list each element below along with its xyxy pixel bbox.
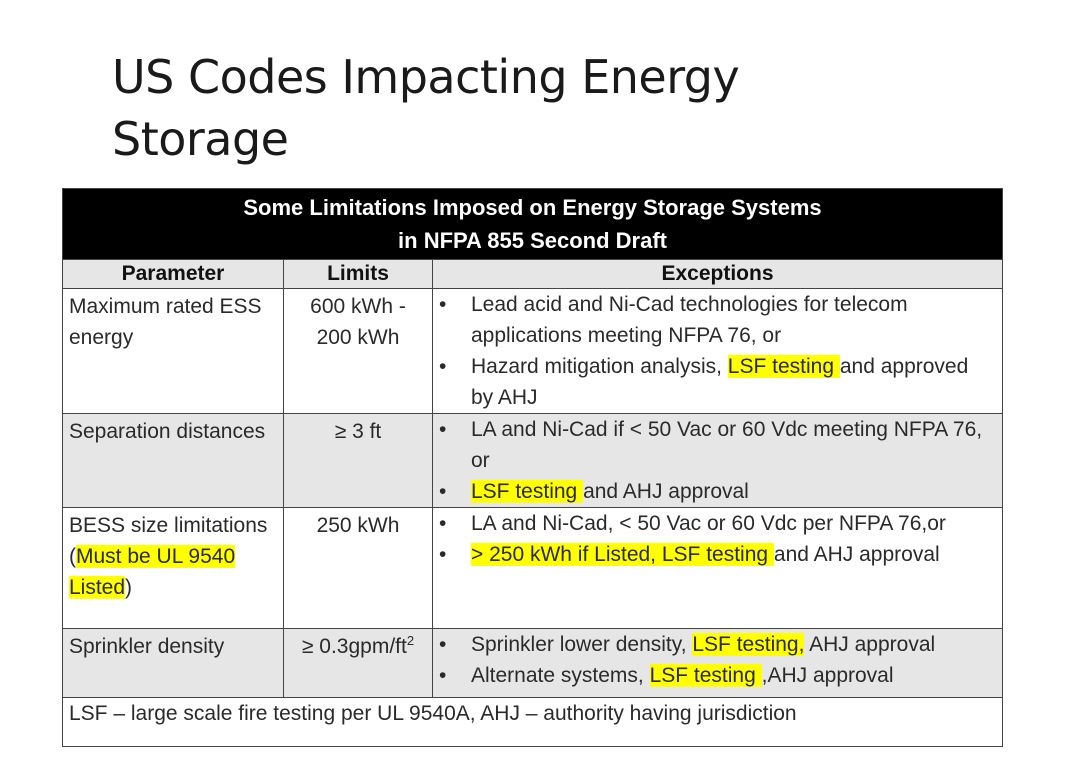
- limits-cell: ≥ 0.3gpm/ft2: [283, 628, 433, 698]
- bullet-icon: •: [439, 664, 447, 687]
- exception-text: AHJ approval: [804, 633, 936, 656]
- limits-cell: ≥ 3 ft: [283, 413, 433, 508]
- table-footnote-row: LSF – large scale fire testing per UL 95…: [61, 697, 1004, 747]
- table-caption: Some Limitations Imposed on Energy Stora…: [61, 188, 1004, 260]
- highlighted-text: LSF testing: [471, 480, 584, 503]
- header-limits: Limits: [283, 259, 433, 289]
- exceptions-cell: • LA and Ni-Cad if < 50 Vac or 60 Vdc mee…: [431, 413, 1004, 508]
- exception-text: Hazard mitigation analysis,: [471, 355, 728, 378]
- parameter-text: BESS size limitations (: [69, 514, 268, 568]
- exception-text: and approved by AHJ: [471, 355, 969, 409]
- table-caption-line-1: Some Limitations Imposed on Energy Stora…: [243, 195, 822, 220]
- bullet-icon: •: [439, 418, 447, 441]
- exceptions-cell: • Sprinkler lower density, LSF testing, A…: [431, 628, 1004, 698]
- bullet-icon: •: [439, 633, 447, 656]
- exception-text: Sprinkler lower density,: [471, 633, 693, 656]
- slide-title-line-1: US Codes Impacting Energy: [112, 50, 740, 104]
- exception-item: • Alternate systems, LSF testing ,AHJ app…: [433, 660, 1002, 691]
- bullet-icon: •: [439, 512, 447, 535]
- exception-item: • Hazard mitigation analysis, LSF testing…: [433, 351, 1002, 413]
- exception-text: Alternate systems,: [471, 664, 650, 687]
- parameter-cell: Maximum rated ESS energy: [62, 288, 284, 414]
- slide-title-line-2: Storage: [112, 112, 289, 166]
- exception-item: • Lead acid and Ni-Cad technologies for …: [433, 289, 1002, 351]
- exception-item: • LA and Ni-Cad if < 50 Vac or 60 Vdc mee…: [433, 414, 1002, 476]
- highlighted-text: LSF testing: [727, 355, 840, 378]
- limits-cell: 600 kWh - 200 kWh: [283, 288, 433, 414]
- parameter-text: ): [125, 576, 133, 599]
- exception-text: Lead acid and Ni-Cad technologies for te…: [471, 293, 908, 347]
- bullet-icon: •: [439, 293, 447, 316]
- parameter-cell: BESS size limitations (Must be UL 9540 L…: [62, 507, 284, 629]
- table-row: Sprinkler density ≥ 0.3gpm/ft2 • Sprinkle…: [62, 628, 1004, 698]
- exception-item: • LA and Ni-Cad, < 50 Vac or 60 Vdc per N…: [433, 508, 1002, 539]
- exception-text: and AHJ approval: [583, 480, 749, 503]
- parameter-cell: Separation distances: [62, 413, 284, 508]
- limitations-table: Some Limitations Imposed on Energy Stora…: [61, 188, 1004, 747]
- bullet-icon: •: [439, 480, 447, 503]
- superscript: 2: [406, 633, 415, 648]
- exception-text: and AHJ approval: [773, 543, 940, 566]
- highlighted-text: LSF testing,: [692, 633, 805, 656]
- table-row: BESS size limitations (Must be UL 9540 L…: [62, 507, 1004, 629]
- exception-text: LA and Ni-Cad, < 50 Vac or 60 Vdc per NF…: [471, 512, 946, 535]
- table-row: Separation distances ≥ 3 ft • LA and Ni-C…: [62, 413, 1004, 508]
- limits-text: ≥ 0.3gpm/ft: [301, 635, 407, 658]
- exception-item: • > 250 kWh if Listed, LSF testing and AH…: [433, 539, 1002, 570]
- highlighted-text: LSF testing: [649, 664, 762, 687]
- exception-text: LA and Ni-Cad if < 50 Vac or 60 Vdc meet…: [471, 418, 983, 472]
- exception-text: ,AHJ approval: [761, 664, 894, 687]
- bullet-icon: •: [439, 543, 447, 566]
- table-row: Maximum rated ESS energy 600 kWh - 200 k…: [62, 288, 1004, 414]
- exception-item: • LSF testing and AHJ approval: [433, 476, 1002, 507]
- highlighted-text: Must be UL 9540 Listed: [69, 545, 236, 599]
- table-header-row: Parameter Limits Exceptions: [62, 259, 1004, 289]
- limits-cell: 250 kWh: [283, 507, 433, 629]
- parameter-cell: Sprinkler density: [62, 628, 284, 698]
- header-exceptions: Exceptions: [431, 259, 1004, 289]
- exception-item: • Sprinkler lower density, LSF testing, A…: [433, 629, 1002, 660]
- header-parameter: Parameter: [62, 259, 284, 289]
- slide-title: US Codes Impacting Energy Storage: [112, 46, 912, 170]
- exceptions-cell: • Lead acid and Ni-Cad technologies for …: [431, 288, 1004, 414]
- table-footnote: LSF – large scale fire testing per UL 95…: [61, 697, 1004, 747]
- bullet-icon: •: [439, 355, 447, 378]
- table-caption-line-2: in NFPA 855 Second Draft: [398, 228, 667, 253]
- exceptions-cell: • LA and Ni-Cad, < 50 Vac or 60 Vdc per N…: [431, 507, 1004, 629]
- highlighted-text: > 250 kWh if Listed, LSF testing: [471, 543, 774, 566]
